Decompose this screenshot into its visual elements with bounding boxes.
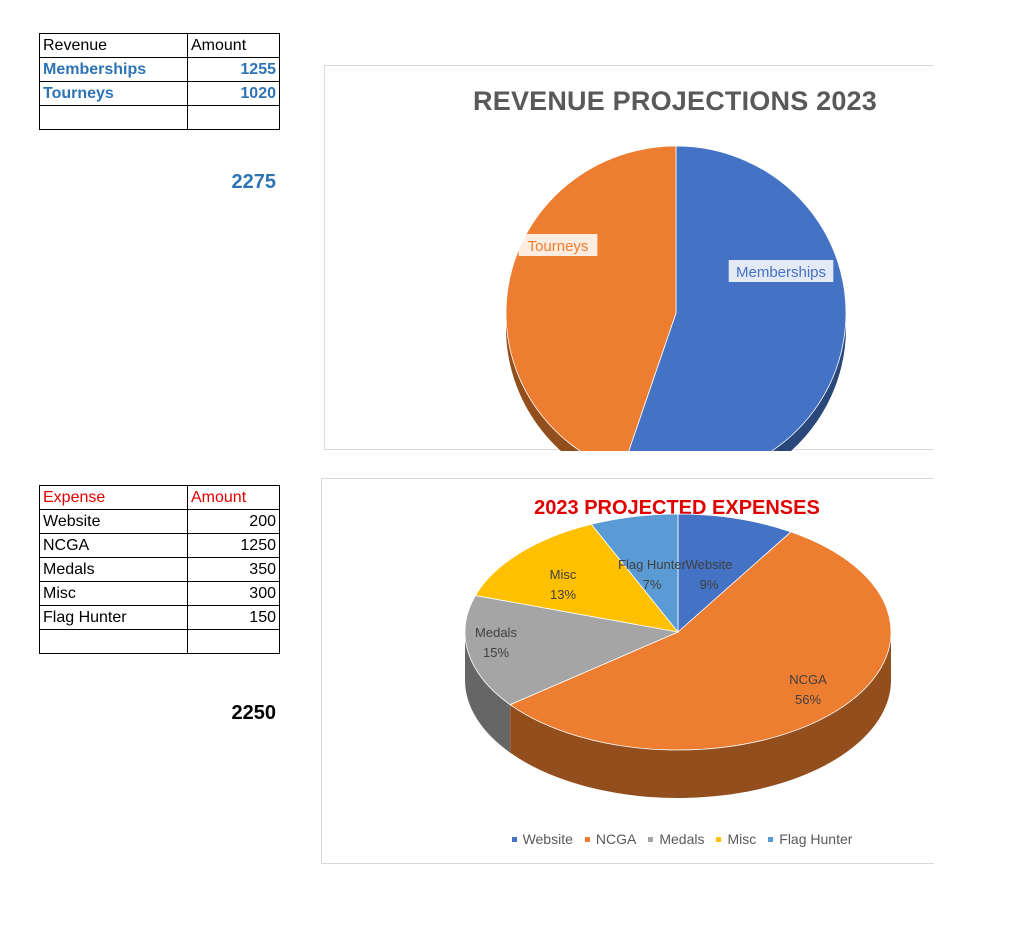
expense-header-amount[interactable]: Amount xyxy=(187,485,280,510)
expense-row-amount[interactable]: 200 xyxy=(187,509,280,534)
expense-data-label-flag-hunter: Flag Hunter 7% xyxy=(618,557,687,592)
expense-row-label[interactable]: Misc xyxy=(39,581,188,606)
expense-slice-website[interactable] xyxy=(677,513,792,633)
legend-item-website[interactable]: Website xyxy=(511,831,573,847)
expense-data-label-pct: 9% xyxy=(700,577,719,592)
revenue-table: Revenue Amount Memberships 1255 Tourneys… xyxy=(39,33,280,130)
expense-slice-flag-hunter[interactable] xyxy=(590,513,679,634)
expense-row-label[interactable]: Flag Hunter xyxy=(39,605,188,630)
expense-data-label-pct: 13% xyxy=(550,587,576,602)
expense-row-label[interactable]: Medals xyxy=(39,557,188,582)
revenue-pie-svg: Memberships Tourneys xyxy=(505,145,847,451)
expense-data-label-name: Website xyxy=(686,557,733,572)
legend-swatch xyxy=(584,836,590,842)
expense-data-label-name: Flag Hunter xyxy=(618,557,687,572)
legend-label: Website xyxy=(522,831,573,847)
expense-row: Misc 300 xyxy=(39,581,280,606)
expense-row-amount[interactable]: 350 xyxy=(187,557,280,582)
legend-item-ncga[interactable]: NCGA xyxy=(584,831,637,847)
revenue-row-amount[interactable]: 1255 xyxy=(187,57,280,82)
revenue-data-label-text: Memberships xyxy=(736,264,826,281)
legend-swatch xyxy=(511,836,517,842)
legend-label: Flag Hunter xyxy=(779,831,853,847)
expense-row: Website 200 xyxy=(39,509,280,534)
expense-total: 2250 xyxy=(231,702,277,724)
expense-row-amount[interactable]: 300 xyxy=(187,581,280,606)
revenue-data-label-text: Tourneys xyxy=(528,238,589,255)
revenue-data-label-tourneys: Tourneys xyxy=(518,234,598,256)
expense-chart-title: 2023 PROJECTED EXPENSES xyxy=(534,497,820,519)
expense-data-label-pct: 56% xyxy=(795,692,821,707)
revenue-slice-memberships[interactable] xyxy=(622,145,847,451)
revenue-row: Tourneys 1020 xyxy=(39,81,280,106)
revenue-chart[interactable]: REVENUE PROJECTIONS 2023 Memberships Tour… xyxy=(324,65,934,451)
expense-row-label[interactable]: Website xyxy=(39,509,188,534)
legend-swatch xyxy=(768,836,774,842)
expense-slice-misc[interactable] xyxy=(474,523,679,633)
expense-row: NCGA 1250 xyxy=(39,533,280,558)
legend-label: Misc xyxy=(727,831,757,847)
expense-row: Medals 350 xyxy=(39,557,280,582)
expense-row-amount[interactable]: 150 xyxy=(187,605,280,630)
revenue-chart-title: REVENUE PROJECTIONS 2023 xyxy=(473,86,877,116)
legend-label: Medals xyxy=(659,831,705,847)
revenue-header-row: Revenue Amount xyxy=(39,33,280,58)
revenue-empty-row xyxy=(39,105,280,130)
empty-cell[interactable] xyxy=(187,105,280,130)
expense-data-label-website: Website 9% xyxy=(686,557,733,592)
expense-row: Flag Hunter 150 xyxy=(39,605,280,630)
expense-data-label-pct: 7% xyxy=(643,577,662,592)
legend-label: NCGA xyxy=(595,831,637,847)
revenue-row: Memberships 1255 xyxy=(39,57,280,82)
revenue-header-amount[interactable]: Amount xyxy=(187,33,280,58)
revenue-row-label[interactable]: Memberships xyxy=(39,57,188,82)
legend-item-misc[interactable]: Misc xyxy=(716,831,756,847)
revenue-header-label[interactable]: Revenue xyxy=(39,33,188,58)
empty-cell[interactable] xyxy=(39,629,188,654)
expense-slice-ncga[interactable] xyxy=(509,531,892,751)
expense-data-label-misc: Misc 13% xyxy=(550,567,577,602)
expense-data-label-name: NCGA xyxy=(789,672,827,687)
revenue-slice-tourneys[interactable] xyxy=(505,145,677,451)
legend-item-medals[interactable]: Medals xyxy=(648,831,704,847)
expense-header-row: Expense Amount xyxy=(39,485,280,510)
revenue-data-label-memberships: Memberships xyxy=(728,260,834,282)
expense-table: Expense Amount Website 200 NCGA 1250 Med… xyxy=(39,485,280,654)
legend-item-flag-hunter[interactable]: Flag Hunter xyxy=(768,831,852,847)
expense-side-medals xyxy=(465,632,511,753)
revenue-total: 2275 xyxy=(231,171,277,193)
expense-empty-row xyxy=(39,629,280,654)
empty-cell[interactable] xyxy=(187,629,280,654)
expense-side-ncga xyxy=(510,632,891,798)
expense-data-label-name: Misc xyxy=(550,567,577,582)
legend-swatch xyxy=(648,836,654,842)
expense-legend: Website NCGA Medals Misc Flag Hunter xyxy=(322,831,1024,847)
expense-data-label-pct: 15% xyxy=(483,645,509,660)
expense-pie-svg: Website 9% NCGA 56% Medals 15% Misc 13% Flag Hun… xyxy=(464,513,892,798)
legend-swatch xyxy=(716,836,722,842)
expense-row-amount[interactable]: 1250 xyxy=(187,533,280,558)
expense-data-label-name: Medals xyxy=(475,625,517,640)
expense-data-label-medals: Medals 15% xyxy=(475,625,517,660)
expense-chart[interactable]: 2023 PROJECTED EXPENSES Website 9% NCGA 56%… xyxy=(321,478,934,864)
expense-row-label[interactable]: NCGA xyxy=(39,533,188,558)
revenue-row-label[interactable]: Tourneys xyxy=(39,81,188,106)
expense-data-label-ncga: NCGA 56% xyxy=(789,672,827,707)
expense-header-label[interactable]: Expense xyxy=(39,485,188,510)
revenue-row-amount[interactable]: 1020 xyxy=(187,81,280,106)
empty-cell[interactable] xyxy=(39,105,188,130)
